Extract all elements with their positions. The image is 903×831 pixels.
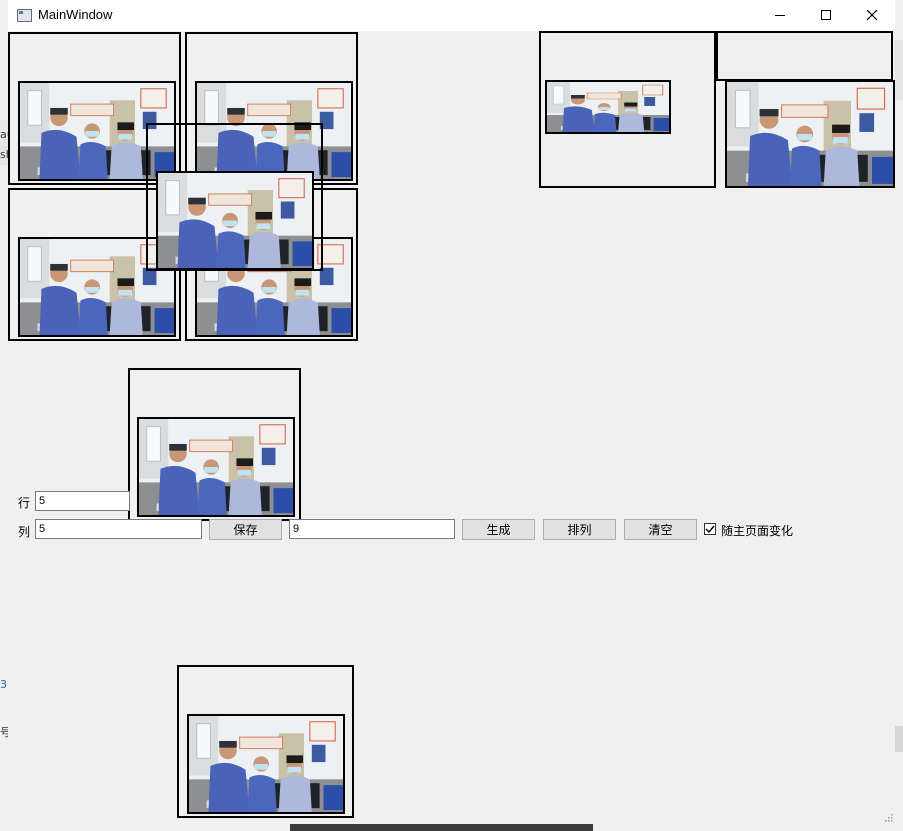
cols-label: 列 (18, 525, 31, 539)
photo-thumbnail[interactable] (187, 714, 345, 814)
background-taskbar (290, 824, 593, 831)
background-window-edge (0, 120, 8, 165)
photo-thumbnail[interactable] (545, 80, 671, 134)
photo-scene-icon (139, 419, 293, 515)
photo-scene-icon (20, 239, 174, 335)
maximize-icon (820, 10, 831, 20)
generate-button[interactable]: 生成 (462, 519, 535, 540)
image-frame[interactable] (8, 32, 181, 185)
rows-input[interactable]: 5 (35, 491, 130, 511)
minimize-button[interactable] (757, 0, 803, 31)
photo-scene-icon (189, 716, 343, 812)
photo-thumbnail[interactable] (18, 81, 176, 181)
photo-thumbnail[interactable] (725, 80, 895, 188)
photo-scene-icon (158, 173, 312, 268)
main-window-client: 行 5 列 5 保存 9 生成 排列 清空 随主页面变化 (8, 31, 895, 824)
count-input[interactable]: 9 (289, 519, 455, 539)
minimize-icon (774, 15, 785, 16)
background-window-edge (895, 726, 903, 752)
resize-grip-icon[interactable] (884, 813, 893, 822)
close-button[interactable] (849, 0, 895, 31)
arrange-button[interactable]: 排列 (543, 519, 616, 540)
photo-scene-icon (727, 82, 893, 186)
save-button[interactable]: 保存 (209, 519, 282, 540)
maximize-button[interactable] (803, 0, 849, 31)
follow-main-checkbox[interactable] (704, 523, 716, 535)
photo-scene-icon (20, 83, 174, 179)
background-text-fragment: 3 (0, 678, 7, 691)
clear-button[interactable]: 清空 (624, 519, 697, 540)
window-title: MainWindow (38, 7, 113, 22)
follow-main-label[interactable]: 随主页面变化 (721, 524, 794, 538)
image-frame[interactable] (128, 368, 301, 521)
check-icon (705, 525, 715, 534)
background-window-edge (895, 40, 903, 100)
app-window-icon (17, 9, 32, 22)
image-frame[interactable] (716, 31, 893, 81)
photo-thumbnail[interactable] (18, 237, 176, 337)
image-frame[interactable] (8, 188, 181, 341)
title-bar[interactable]: MainWindow (8, 0, 895, 31)
rows-label: 行 (18, 496, 31, 510)
photo-scene-icon (547, 82, 669, 132)
cols-input[interactable]: 5 (35, 519, 202, 539)
close-icon (866, 10, 877, 21)
image-frame[interactable] (177, 665, 354, 818)
background-text-fragment: 号 (0, 726, 11, 739)
image-frame[interactable] (146, 123, 323, 271)
image-frame[interactable] (539, 31, 716, 188)
photo-thumbnail[interactable] (137, 417, 295, 517)
photo-thumbnail[interactable] (156, 171, 314, 270)
